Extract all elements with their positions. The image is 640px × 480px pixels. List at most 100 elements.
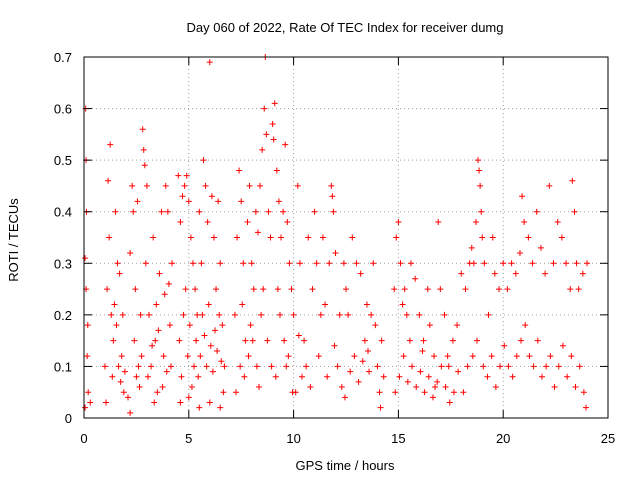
data-point: [118, 353, 125, 360]
data-point: [198, 260, 205, 267]
data-point: [188, 384, 195, 391]
chart-title: Day 060 of 2022, Rate Of TEC Index for r…: [187, 20, 504, 35]
data-point: [351, 353, 358, 360]
data-point: [442, 384, 449, 391]
x-tick-label: 25: [601, 431, 615, 446]
data-point: [161, 291, 168, 298]
data-point: [580, 389, 587, 396]
data-point: [425, 373, 432, 380]
data-point: [127, 249, 134, 256]
data-point: [331, 342, 338, 349]
data-point: [341, 394, 348, 401]
data-point: [187, 234, 194, 241]
data-point: [573, 260, 580, 267]
data-point: [283, 363, 290, 370]
data-point: [434, 378, 441, 385]
data-point: [366, 368, 373, 375]
data-point: [576, 363, 583, 370]
data-point: [568, 353, 575, 360]
data-point: [551, 384, 558, 391]
data-point: [409, 363, 416, 370]
data-point: [130, 208, 137, 215]
data-point: [185, 198, 192, 205]
data-point: [550, 260, 557, 267]
y-tick-label: 0: [65, 411, 72, 426]
data-point: [245, 353, 252, 360]
data-point: [530, 363, 537, 370]
data-point: [365, 347, 372, 354]
data-point: [431, 353, 438, 360]
data-point: [127, 409, 134, 416]
axis-ticks: [83, 56, 609, 419]
data-point: [522, 322, 529, 329]
y-tick-label: 0.3: [54, 256, 72, 271]
data-point: [462, 286, 469, 293]
data-point: [429, 394, 436, 401]
tick-labels: 0 0.1 0.2 0.3 0.4 0.5 0.6 0.7 0 5 10 15 20 25: [54, 50, 615, 446]
data-point: [329, 193, 336, 200]
data-point: [164, 208, 171, 215]
data-point: [150, 234, 157, 241]
data-point: [246, 182, 253, 189]
data-point: [374, 363, 381, 370]
data-point: [207, 342, 214, 349]
data-point: [438, 363, 445, 370]
data-point: [496, 286, 503, 293]
data-point: [357, 270, 364, 277]
data-point: [196, 404, 203, 411]
data-point: [406, 337, 413, 344]
data-point: [569, 177, 576, 184]
data-point: [296, 260, 303, 267]
data-point: [116, 270, 123, 277]
data-point: [481, 260, 488, 267]
data-point: [176, 337, 183, 344]
data-point: [525, 234, 532, 241]
data-point: [236, 167, 243, 174]
data-point: [84, 322, 91, 329]
data-point: [435, 219, 442, 226]
data-point: [564, 373, 571, 380]
data-point: [294, 182, 301, 189]
data-point: [309, 286, 316, 293]
data-point: [268, 363, 275, 370]
data-point: [199, 311, 206, 318]
data-point: [140, 146, 147, 153]
data-point: [458, 270, 465, 277]
data-point: [212, 327, 218, 334]
data-point: [149, 342, 156, 349]
data-point: [363, 301, 370, 308]
data-point: [260, 286, 267, 293]
data-point: [509, 373, 516, 380]
data-point: [193, 337, 200, 344]
data-point: [177, 399, 184, 406]
data-point: [179, 193, 186, 200]
data-point: [419, 347, 426, 354]
data-point: [256, 384, 263, 391]
data-point: [82, 404, 89, 411]
data-point: [145, 311, 152, 318]
data-point: [129, 182, 136, 189]
data-point: [575, 286, 582, 293]
data-point: [206, 399, 213, 406]
data-point: [105, 177, 112, 184]
data-point: [516, 249, 523, 256]
data-point: [421, 389, 428, 396]
data-point: [322, 301, 329, 308]
data-point: [282, 141, 289, 148]
data-point: [376, 389, 383, 396]
data-point: [558, 234, 565, 241]
data-point: [84, 353, 91, 360]
data-point: [547, 353, 554, 360]
y-tick-label: 0.6: [54, 102, 72, 117]
data-point: [184, 353, 191, 360]
data-point: [108, 311, 115, 318]
data-point: [542, 270, 549, 277]
data-point: [138, 353, 145, 360]
data-point: [141, 162, 148, 169]
data-point: [513, 353, 520, 360]
data-point: [455, 368, 462, 375]
data-point: [217, 260, 224, 267]
data-point: [416, 311, 423, 318]
data-point: [313, 260, 320, 267]
